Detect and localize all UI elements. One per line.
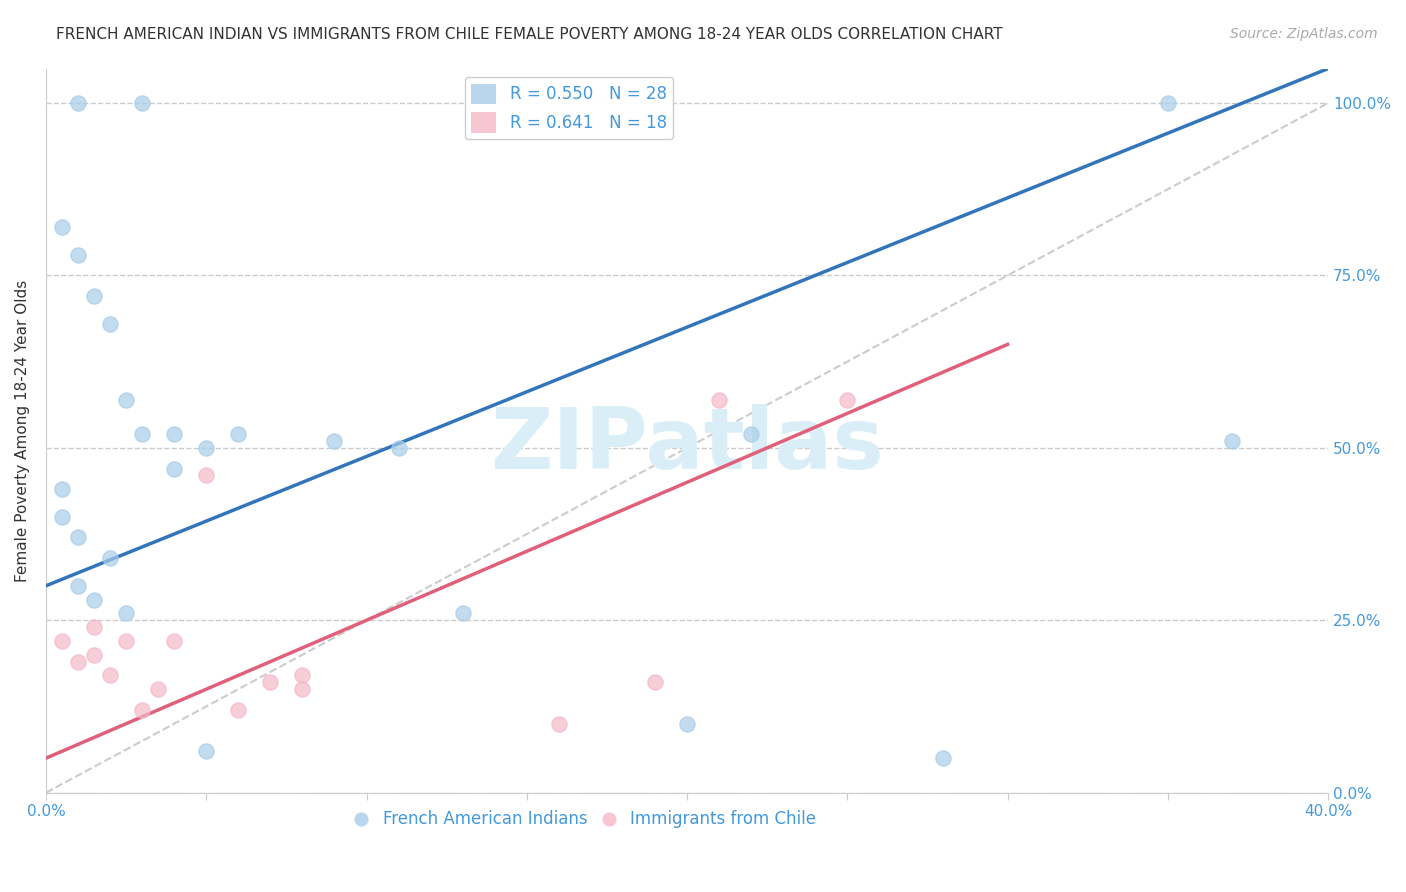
Point [51,220,73,235]
Point [163,427,186,442]
Y-axis label: Female Poverty Among 18-24 Year Olds: Female Poverty Among 18-24 Year Olds [15,279,30,582]
Point [115,392,138,407]
Point [66,655,89,669]
Point [932,751,955,765]
Point [163,634,186,648]
Point [547,716,569,731]
Point [323,434,346,448]
Point [1157,95,1180,110]
Point [291,682,314,697]
Point [740,427,762,442]
Point [676,716,699,731]
Point [195,468,218,483]
Point [1220,434,1243,448]
Point [387,441,409,455]
Point [115,607,138,621]
Point [83,592,105,607]
Point [51,482,73,496]
Point [51,634,73,648]
Text: Source: ZipAtlas.com: Source: ZipAtlas.com [1230,27,1378,41]
Point [707,392,730,407]
Point [195,744,218,758]
Point [195,441,218,455]
Point [98,668,121,682]
Point [226,427,249,442]
Point [837,392,859,407]
Point [291,668,314,682]
Point [146,682,169,697]
Point [644,675,666,690]
Point [451,607,474,621]
Text: ZIPatlas: ZIPatlas [491,403,884,486]
Point [131,703,153,717]
Point [83,620,105,634]
Point [98,551,121,566]
Point [226,703,249,717]
Point [83,289,105,303]
Point [131,95,153,110]
Point [66,248,89,262]
Point [98,317,121,331]
Point [115,634,138,648]
Point [83,648,105,662]
Point [66,95,89,110]
Point [66,579,89,593]
Legend: French American Indians, Immigrants from Chile: French American Indians, Immigrants from… [346,804,823,835]
Point [131,427,153,442]
Point [163,461,186,475]
Point [51,509,73,524]
Point [66,531,89,545]
Text: FRENCH AMERICAN INDIAN VS IMMIGRANTS FROM CHILE FEMALE POVERTY AMONG 18-24 YEAR : FRENCH AMERICAN INDIAN VS IMMIGRANTS FRO… [56,27,1002,42]
Point [259,675,281,690]
